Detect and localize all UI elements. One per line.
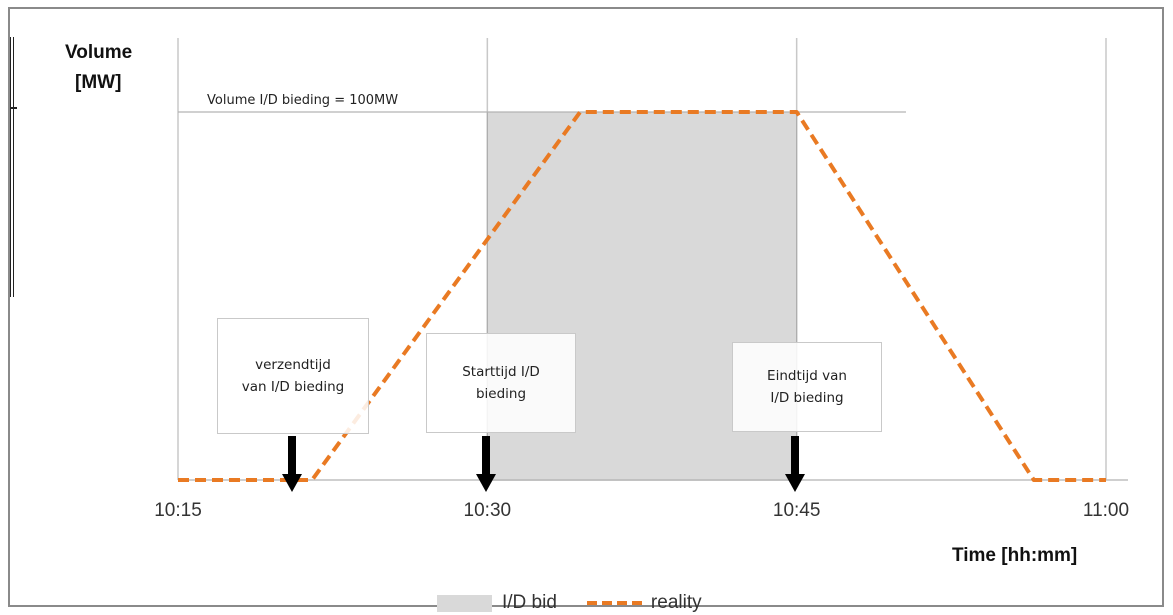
y-axis-label-line2: [MW] [75, 72, 122, 93]
annotation-send: verzendtijd van I/D bieding [217, 318, 369, 434]
legend-swatch-reality [586, 601, 647, 605]
reference-line-label: Volume I/D bieding = 100MW [207, 93, 399, 108]
y-axis-label-line1: Volume [65, 42, 133, 63]
legend: I/D bid reality [437, 592, 702, 614]
x-tick-1100: 11:00 [1082, 500, 1130, 521]
legend-label-reality: reality [650, 592, 702, 613]
legend-label-id-bid: I/D bid [502, 592, 557, 613]
x-tick-1030: 10:30 [463, 500, 512, 521]
x-axis-label: Time [hh:mm] [952, 545, 1078, 566]
annotation-start: Starttijd I/D bieding [426, 333, 576, 433]
x-tick-1015: 10:15 [154, 500, 202, 521]
annotation-end: Eindtijd van I/D bieding [732, 342, 882, 432]
left-edge-bar-tick [11, 107, 17, 109]
x-tick-1045: 10:45 [772, 500, 821, 521]
left-edge-bar [10, 37, 17, 297]
legend-swatch-id-bid [437, 594, 492, 612]
